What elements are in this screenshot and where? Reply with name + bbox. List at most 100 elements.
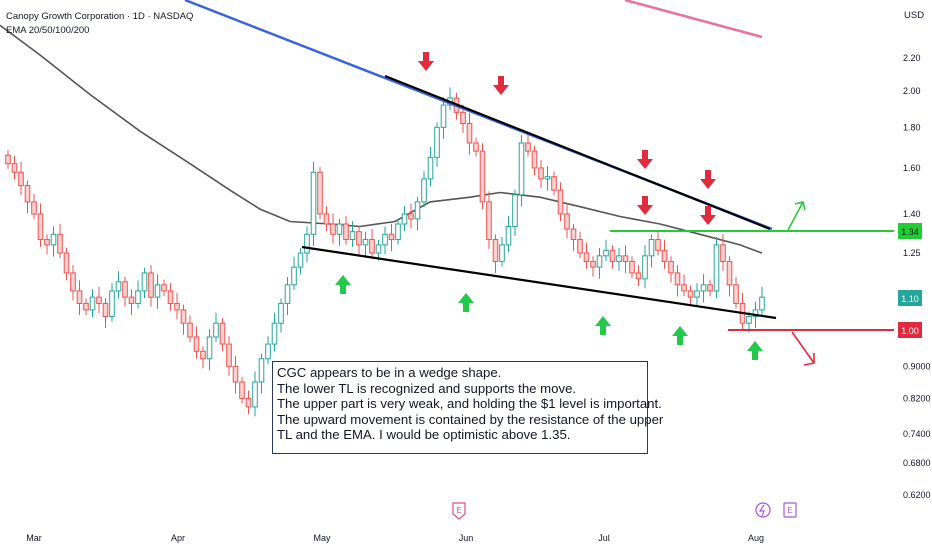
candle-body: [590, 260, 596, 268]
sell-arrow-icon: [418, 52, 434, 71]
analysis-note[interactable]: CGC appears to be in a wedge shape. The …: [272, 361, 664, 454]
time-tick-label: Mar: [26, 533, 42, 543]
candle-body: [70, 272, 76, 292]
candle-body: [642, 255, 648, 280]
candle-body: [278, 302, 284, 324]
candle-body: [395, 223, 401, 241]
candle-body: [271, 322, 278, 345]
price-tick-label: 1.40: [903, 209, 921, 219]
candle-body: [109, 290, 115, 317]
sell-arrow-icon: [637, 196, 653, 215]
candle-body: [466, 123, 473, 144]
candle-body: [401, 213, 408, 225]
candle-body: [629, 260, 635, 274]
candle-body: [746, 315, 752, 324]
candle-body: [57, 233, 63, 254]
time-axis[interactable]: Mar Apr May Jun Jul Aug: [26, 533, 764, 543]
buy-arrow-icon: [672, 326, 688, 345]
candle-body: [206, 336, 213, 360]
sell-arrow-icon: [700, 206, 716, 225]
candle-body: [668, 260, 674, 274]
chart-title: Canopy Growth Corporation · 1D · NASDAQ: [6, 11, 194, 22]
candle-body: [50, 233, 57, 246]
candle-body: [414, 201, 421, 220]
candle-body: [141, 272, 148, 292]
candle-body: [245, 397, 252, 408]
candle-body: [239, 381, 245, 399]
candle-body: [154, 284, 161, 298]
time-tick-label: Aug: [748, 533, 764, 543]
candle-body: [258, 358, 265, 383]
lower-wedge-trendline: [301, 245, 777, 320]
price-badges: 1.34 1.10 1.00: [898, 223, 922, 338]
price-tick-label: 1.25: [903, 248, 921, 258]
candle-body: [759, 296, 765, 311]
candle-body: [544, 176, 551, 180]
candle-body: [115, 281, 122, 292]
time-tick-label: Apr: [171, 533, 185, 543]
earnings-icon[interactable]: E: [452, 502, 466, 520]
candle-body: [479, 150, 486, 203]
ema-path: [0, 24, 763, 254]
support-badge: [898, 322, 922, 338]
candle-body: [122, 281, 128, 298]
candle-body: [622, 255, 629, 262]
price-tick-label: 2.20: [903, 53, 921, 63]
candle-body: [362, 239, 369, 246]
candle-body: [336, 223, 343, 235]
price-tick-label: 0.6800: [903, 458, 931, 468]
candle-body: [388, 233, 395, 241]
event-icons[interactable]: E E: [452, 502, 797, 520]
candle-body: [681, 284, 687, 292]
candle-body: [96, 296, 102, 304]
candle-body: [18, 171, 24, 187]
candle-body: [557, 189, 564, 215]
note-line: The lower TL is recognized and supports …: [277, 380, 577, 396]
candle-body: [291, 266, 297, 286]
earnings-icon-upcoming[interactable]: E: [783, 502, 797, 518]
candle-body: [161, 284, 167, 292]
sell-arrow-icon: [637, 150, 653, 169]
candle-body: [44, 239, 50, 246]
candle-body: [174, 302, 180, 311]
indicator-label[interactable]: EMA 20/50/100/200: [6, 25, 90, 36]
candle-body: [486, 201, 492, 241]
candle-body: [232, 365, 239, 383]
support-badge-label: 1.00: [901, 326, 919, 336]
candle-body: [193, 336, 200, 352]
candle-body: [252, 381, 258, 408]
candle-body: [661, 249, 668, 262]
price-tick-label: 0.6200: [903, 490, 931, 500]
candle-body: [700, 284, 707, 292]
pink-trendline: [624, 0, 763, 39]
candle-body: [128, 296, 135, 304]
candle-body: [213, 322, 219, 338]
note-line: The upward movement is contained by the …: [277, 411, 664, 427]
note-line: The upper part is very weak, and holding…: [277, 396, 662, 411]
dividend-icon[interactable]: [755, 502, 771, 518]
time-tick-label: Jun: [459, 533, 474, 543]
last-price-badge: [898, 290, 922, 306]
candle-body: [713, 244, 720, 292]
breakdown-arrow: [791, 331, 815, 366]
candle-body: [219, 322, 226, 345]
buy-arrow-icon: [458, 293, 474, 312]
candle-body: [330, 223, 336, 235]
candle-body: [531, 150, 538, 169]
candle-body: [304, 233, 310, 254]
candle-body: [83, 302, 89, 311]
note-line: TL and the EMA. I would be optimistic ab…: [277, 427, 571, 442]
currency-label: USD: [904, 10, 925, 21]
candle-body: [408, 213, 414, 220]
price-axis[interactable]: 2.20 2.00 1.80 1.60 1.40 1.25 1.10 1.00 0.9000 0.…: [903, 53, 931, 500]
candle-body: [297, 252, 304, 268]
candle-body: [570, 228, 577, 241]
candlestick-series: [5, 87, 765, 417]
candle-body: [102, 302, 109, 317]
candle-body: [310, 171, 317, 235]
candle-body: [726, 260, 733, 286]
signal-arrows: [335, 52, 763, 360]
buy-arrow-icon: [747, 341, 763, 360]
candle-body: [473, 142, 479, 152]
